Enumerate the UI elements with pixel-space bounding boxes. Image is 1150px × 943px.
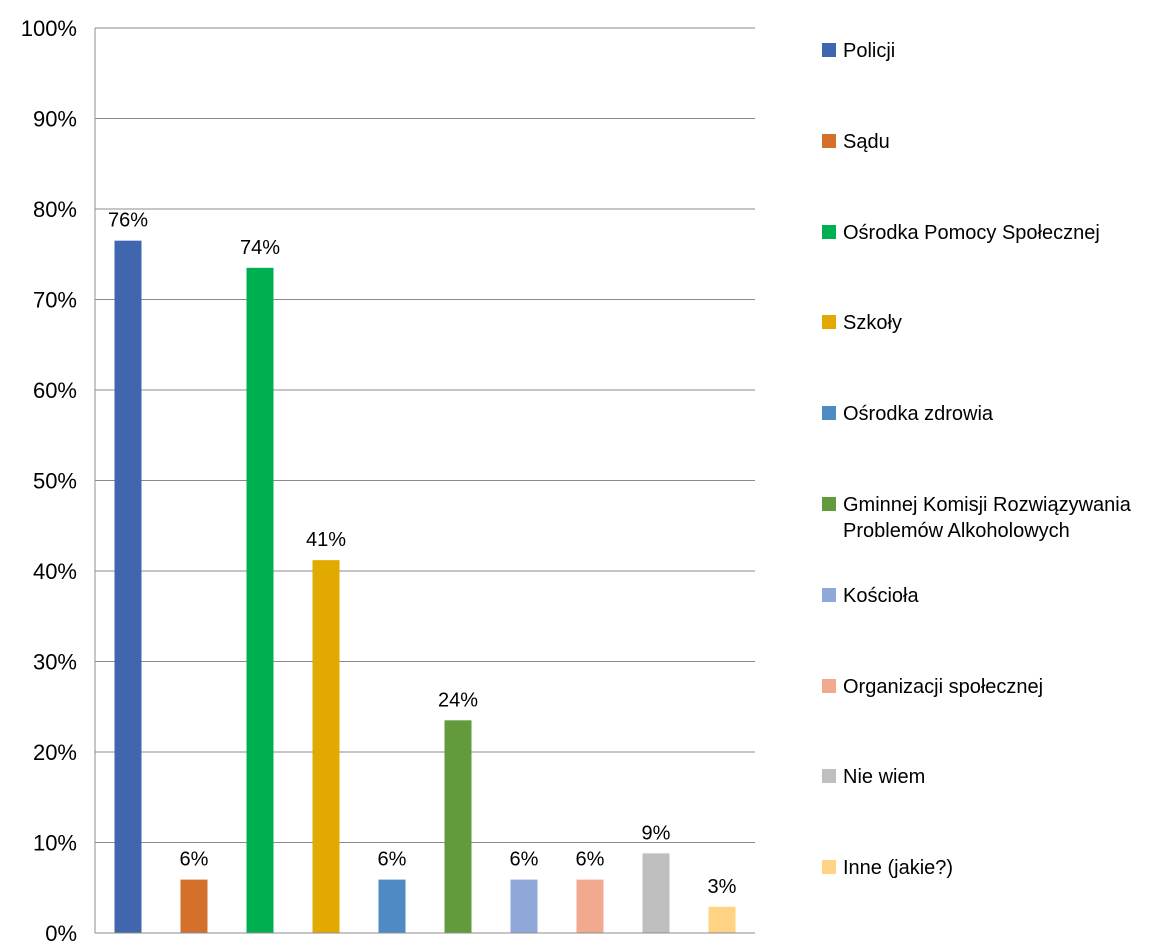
legend-item: Szkoły [822, 310, 1150, 336]
bar [642, 853, 670, 933]
y-tick-label: 0% [45, 921, 77, 943]
legend-swatch [822, 497, 836, 511]
y-tick-label: 80% [33, 197, 77, 222]
legend-label: Sądu [843, 131, 890, 153]
legend-swatch [822, 679, 836, 693]
legend-item: Kościoła [822, 583, 1150, 609]
bar [708, 906, 736, 933]
legend-item: Ośrodka Pomocy Społecznej [822, 220, 1150, 246]
bar [312, 560, 340, 933]
legend-item: Inne (jakie?) [822, 855, 1150, 881]
legend-label: Inne (jakie?) [843, 857, 954, 879]
legend-label: Ośrodka Pomocy Społecznej [843, 222, 1100, 244]
data-label: 3% [708, 876, 737, 898]
data-labels: 76% 6% 74% 41% 6% 24% 6% 6% 9% 3% [108, 210, 737, 898]
data-label: 24% [438, 689, 478, 711]
legend-swatch [822, 406, 836, 420]
data-label: 6% [378, 849, 407, 871]
y-tick-label: 60% [33, 378, 77, 403]
data-label: 76% [108, 210, 148, 232]
legend-item: Ośrodka zdrowia [822, 401, 1150, 427]
bar [378, 879, 406, 933]
bar [444, 720, 472, 933]
y-axis-ticks: 0% 10% 20% 30% 40% 50% 60% 70% 80% 90% 100% [21, 16, 77, 943]
y-tick-label: 30% [33, 650, 77, 675]
legend-label: Nie wiem [843, 766, 926, 788]
legend-swatch [822, 588, 836, 602]
data-label: 6% [510, 849, 539, 871]
legend-label: Kościoła [843, 585, 919, 607]
legend-item: Nie wiem [822, 764, 1150, 790]
legend-item: Organizacji społecznej [822, 674, 1150, 700]
legend-swatch [822, 43, 836, 57]
legend-swatch [822, 134, 836, 148]
bar [246, 267, 274, 933]
legend-label: Szkoły [843, 312, 902, 334]
legend-swatch [822, 860, 836, 874]
bar [576, 879, 604, 933]
legend-label: Policji [843, 40, 896, 62]
data-label: 41% [306, 529, 346, 551]
data-label: 6% [576, 849, 605, 871]
y-tick-label: 20% [33, 740, 77, 765]
legend-label: Ośrodka zdrowia [843, 403, 994, 425]
legend-swatch [822, 769, 836, 783]
data-label: 9% [642, 822, 671, 844]
bar [510, 879, 538, 933]
bar [114, 240, 142, 934]
legend-item: Sądu [822, 129, 1150, 155]
y-tick-label: 10% [33, 831, 77, 856]
legend-label: Organizacji społecznej [843, 676, 1044, 698]
legend: Policji Sądu Ośrodka Pomocy Społecznej Szko… [822, 0, 1150, 943]
legend-swatch [822, 225, 836, 239]
y-tick-label: 100% [21, 16, 77, 41]
bar [180, 879, 208, 933]
gridlines [95, 27, 755, 843]
y-tick-label: 90% [33, 107, 77, 132]
data-label: 74% [240, 237, 280, 259]
y-tick-label: 50% [33, 469, 77, 494]
y-tick-label: 70% [33, 288, 77, 313]
y-tick-label: 40% [33, 559, 77, 584]
legend-swatch [822, 315, 836, 329]
legend-item: Gminnej Komisji Rozwiązywania Problemów … [822, 492, 1150, 544]
bar-chart: 0%10%20%30%40%50%60%70%80%90%100% 76%6%7… [21, 16, 755, 943]
bars [114, 240, 736, 934]
data-label: 6% [180, 849, 209, 871]
legend-item: Policji [822, 38, 1150, 64]
legend-label: Gminnej Komisji Rozwiązywania Problemów … [843, 494, 1131, 542]
